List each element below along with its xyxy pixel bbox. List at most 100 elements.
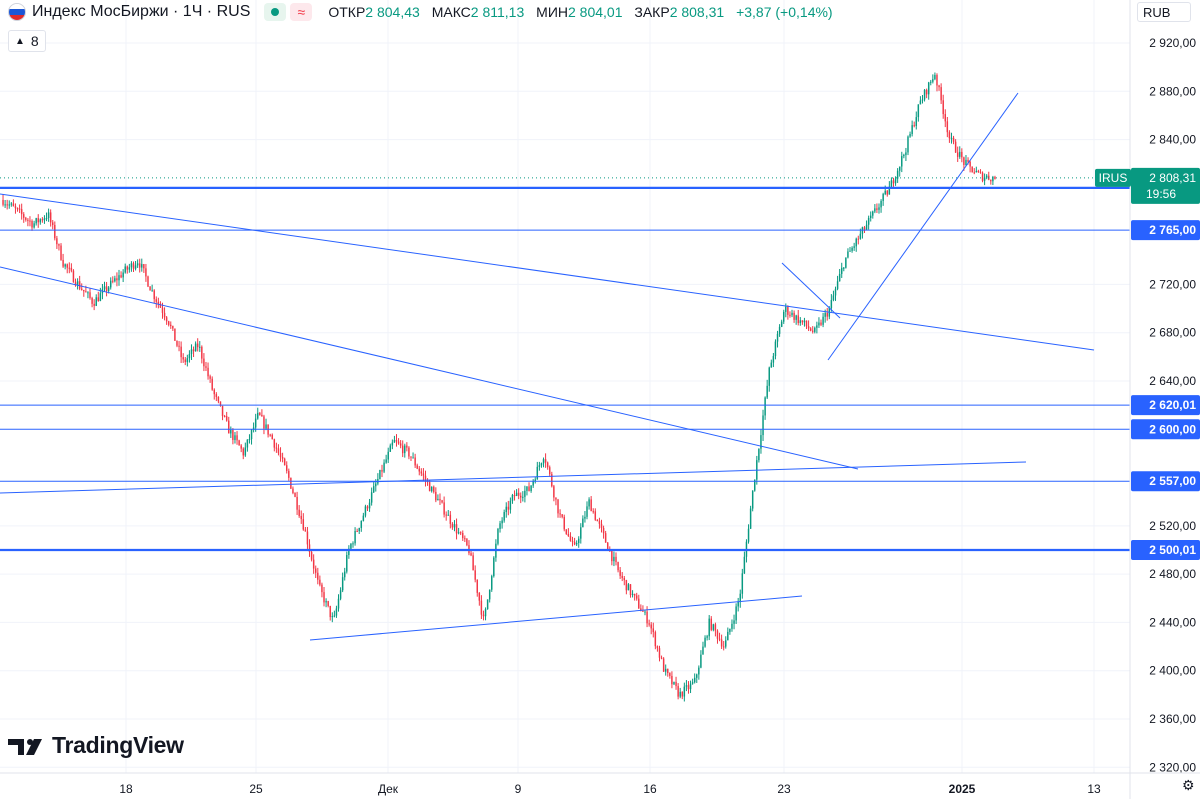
candle-body (733, 620, 735, 624)
candle-body (919, 100, 922, 105)
candle-body (145, 268, 147, 277)
candle-body (155, 299, 158, 302)
candle-body (567, 533, 570, 536)
candle-body (814, 327, 816, 332)
candle-body (83, 289, 85, 292)
candle-body (64, 264, 66, 267)
flag-icon (8, 3, 26, 21)
candle-body (464, 538, 466, 540)
candle-body (391, 442, 394, 446)
currency-selector[interactable]: RUB (1137, 2, 1191, 22)
candle-body (327, 601, 329, 606)
trend-line (0, 266, 859, 470)
candle-body (346, 554, 348, 572)
candle-body (304, 529, 307, 532)
candle-body (859, 233, 862, 239)
candle-body (478, 592, 481, 601)
brand-name: TradingView (52, 732, 184, 758)
candle-body (656, 646, 659, 649)
trend-line (309, 595, 803, 641)
candle-body (822, 316, 824, 325)
candle-body (480, 600, 483, 615)
ohlc-open-value: 2 804,43 (365, 4, 420, 20)
candle-body (660, 657, 663, 659)
candle-body (925, 89, 928, 95)
candle-body (681, 691, 684, 697)
candle-body (735, 606, 737, 621)
candle-body (948, 132, 951, 139)
candle-body (14, 206, 17, 209)
candle-body (797, 315, 799, 323)
eye-dot-icon[interactable] (264, 3, 287, 21)
candle-body (546, 462, 549, 468)
candle-body (865, 224, 868, 230)
candle-body (685, 685, 688, 687)
candle-body (455, 524, 458, 534)
candle-body (428, 482, 431, 492)
candle-body (279, 453, 282, 458)
candle-body (74, 282, 77, 286)
candle-body (954, 141, 957, 153)
candle-body (107, 287, 110, 292)
y-tick-label: 2 360,00 (1149, 712, 1196, 726)
candle-body (511, 495, 514, 501)
candle-body (867, 217, 870, 225)
candle-body (617, 562, 619, 571)
candle-body (298, 509, 300, 516)
candle-body (530, 485, 532, 491)
candle-body (488, 589, 491, 600)
candle-body (389, 445, 392, 452)
indicators-toggle[interactable]: ▲ 8 (8, 30, 46, 52)
candle-body (78, 281, 81, 289)
candle-body (105, 286, 108, 292)
candle-body (915, 117, 918, 126)
time-axis[interactable]: 18 25 Дек 9 16 23 2025 13 (0, 772, 1200, 796)
candle-body (97, 297, 100, 301)
level-badge (1131, 220, 1200, 241)
ohlc-change: +3,87 (+0,14%) (736, 4, 833, 20)
candle-body (474, 570, 476, 580)
chart-header: Индекс МосБиржи · 1Ч · RUS ≈ ОТКР2 804,4… (0, 0, 841, 24)
candle-body (901, 156, 903, 167)
candle-body (882, 194, 884, 201)
candle-body (664, 668, 667, 672)
candle-body (992, 176, 994, 182)
candle-body (385, 459, 387, 463)
candle-body (439, 498, 441, 501)
candle-body (209, 376, 211, 379)
candle-body (760, 435, 762, 449)
candle-body (167, 321, 170, 325)
candle-body (170, 324, 172, 327)
candle-body (754, 479, 756, 491)
candle-body (314, 568, 317, 573)
candle-body (337, 598, 340, 609)
candle-body (484, 609, 487, 617)
candle-body (551, 474, 553, 487)
candle-body (70, 267, 73, 271)
candle-body (60, 245, 62, 260)
candle-body (938, 85, 940, 88)
candle-body (290, 477, 292, 489)
candle-body (310, 551, 313, 560)
candle-body (921, 99, 924, 101)
candle-body (343, 571, 346, 578)
wave-icon[interactable]: ≈ (290, 3, 313, 21)
candle-body (638, 598, 640, 609)
tradingview-logo[interactable]: TradingView (8, 732, 184, 759)
symbol-title[interactable]: Индекс МосБиржи · 1Ч · RUS (32, 3, 251, 20)
y-tick-label: 2 440,00 (1149, 615, 1196, 629)
candle-body (896, 170, 899, 179)
candle-body (296, 496, 298, 510)
candle-body (952, 137, 955, 142)
y-tick-label: 2 680,00 (1149, 326, 1196, 340)
candle-body (333, 615, 336, 617)
candle-body (855, 238, 857, 247)
candle-body (45, 218, 48, 220)
candle-body (306, 531, 309, 545)
candle-body (339, 590, 342, 599)
candle-body (586, 506, 588, 517)
settings-gear-icon[interactable]: ⚙ (1182, 777, 1195, 793)
candle-body (174, 328, 176, 341)
candle-body (640, 608, 642, 611)
